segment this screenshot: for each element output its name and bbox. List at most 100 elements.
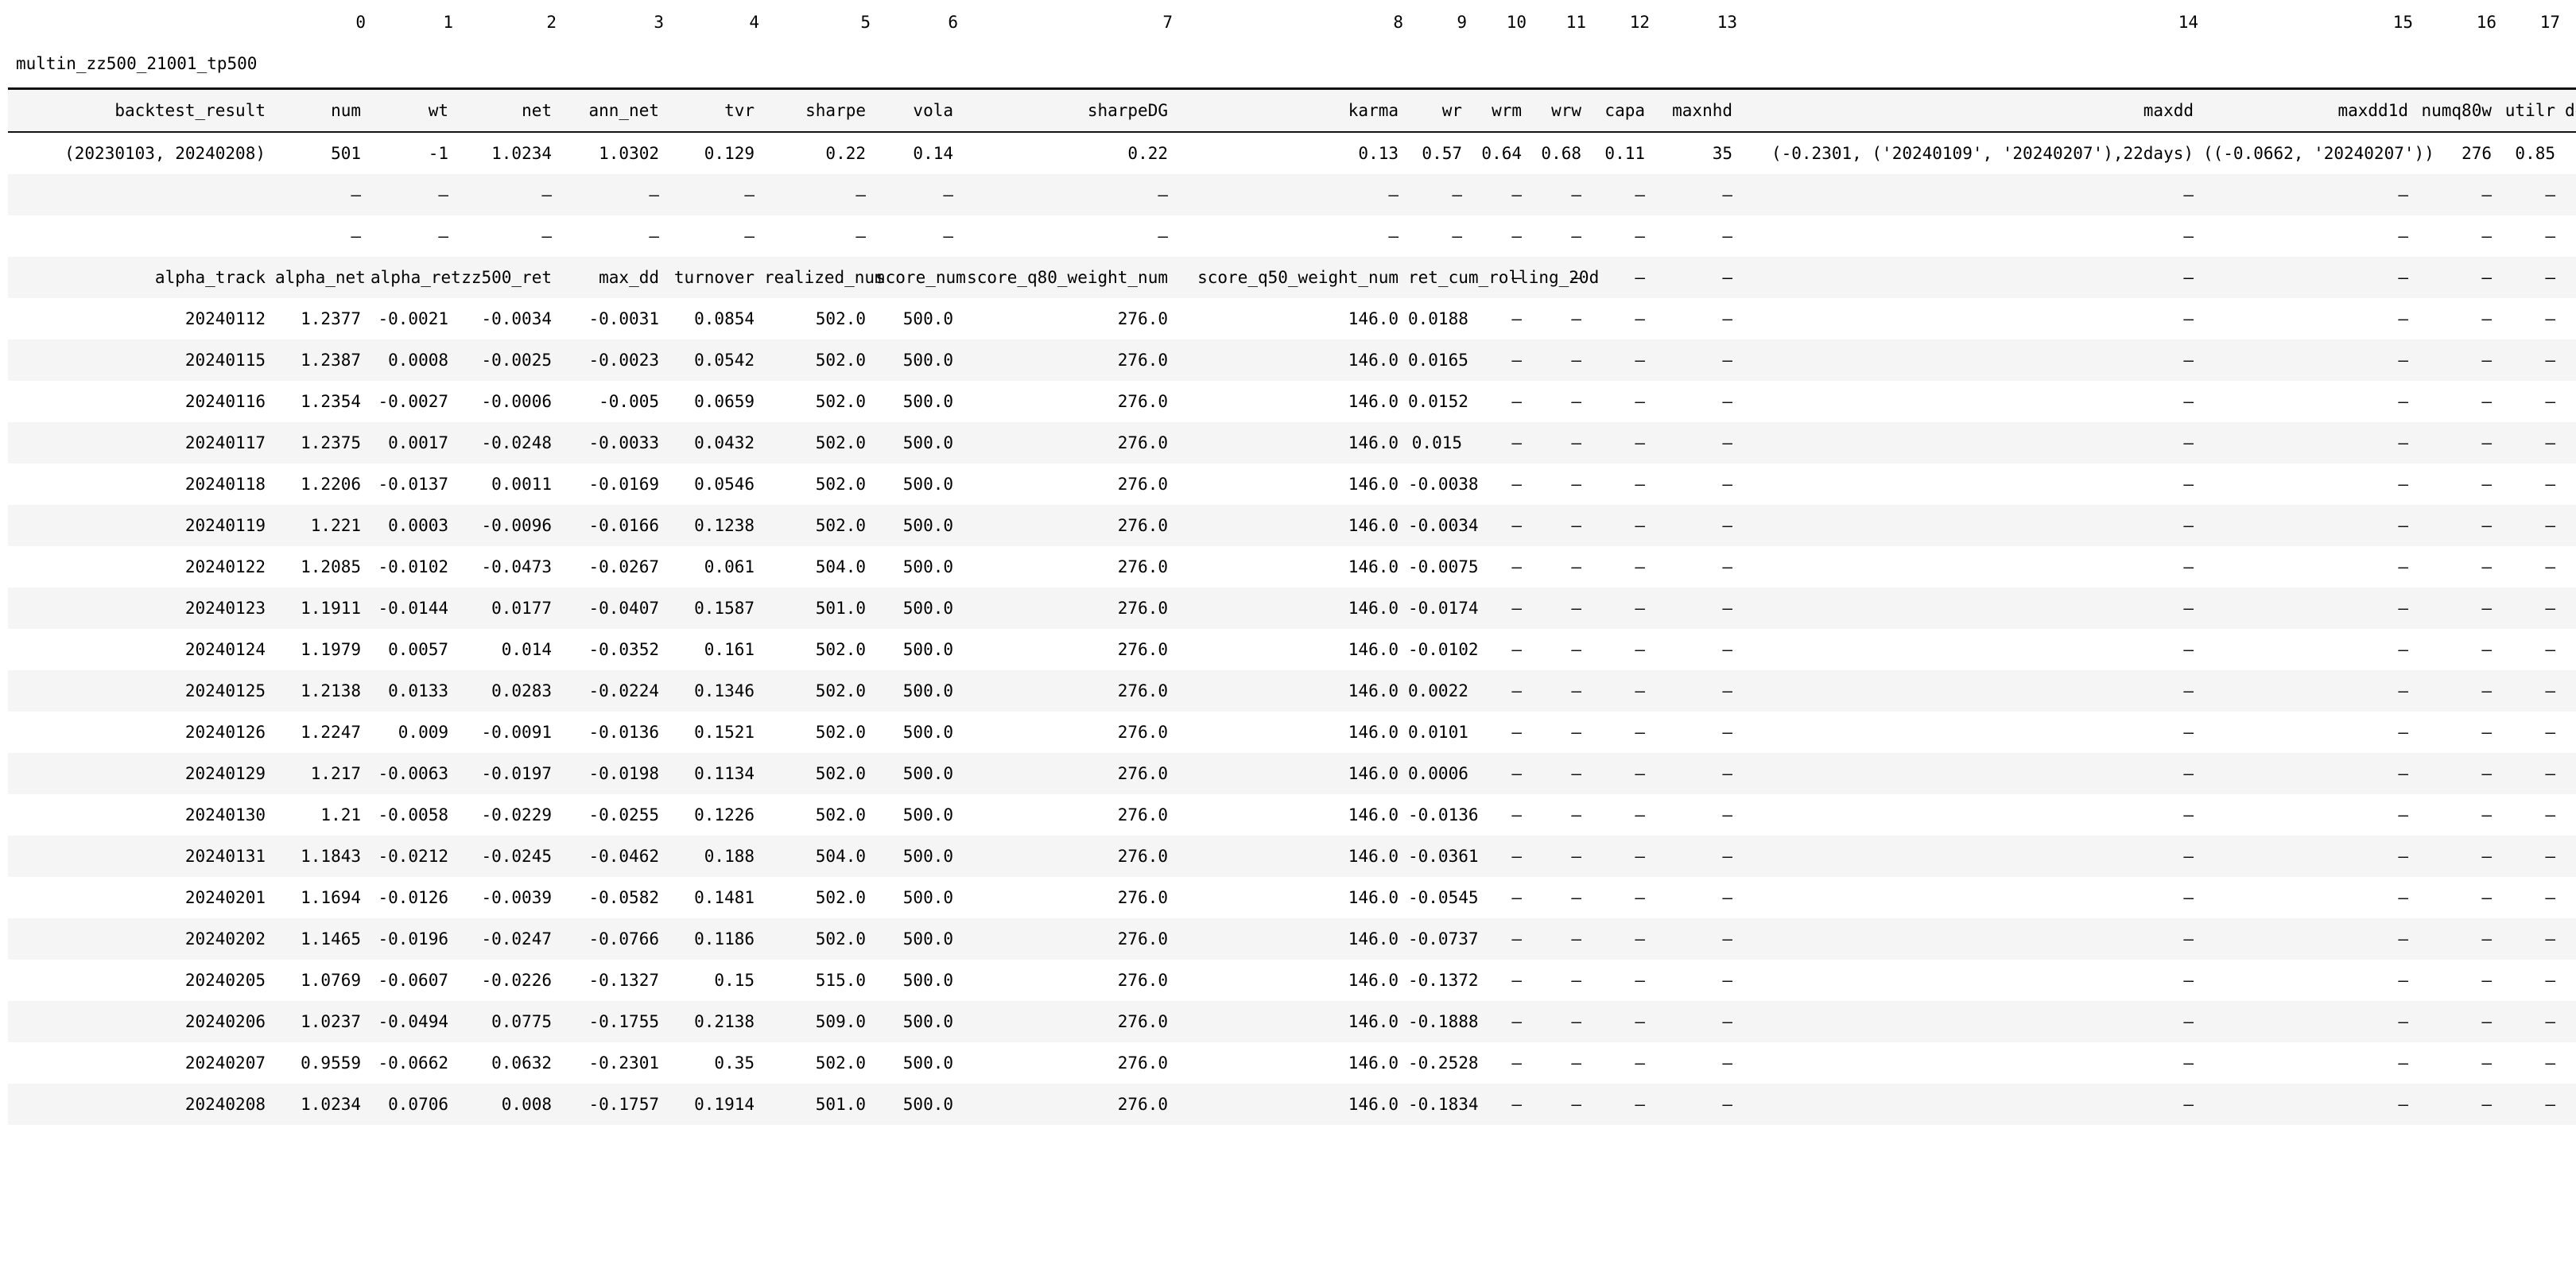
table-cell: — [2398, 764, 2408, 783]
table-cell: 276.0 [1117, 723, 1168, 742]
column-index-3: 3 [654, 13, 664, 32]
table-cell: 0.0057 [388, 640, 448, 659]
row-label [8, 174, 270, 215]
table-cell: 0.161 [704, 640, 755, 659]
table-cell: 0.13 [1358, 144, 1399, 163]
column-index-15: 15 [2392, 13, 2413, 32]
table-cell: 0.2138 [694, 1012, 755, 1031]
table-cell: — [2183, 599, 2194, 618]
column-header-delay: delay [2560, 87, 2576, 133]
table-cell: — [2560, 753, 2576, 794]
table-cell: — [2183, 227, 2194, 246]
table-cell: (-0.2301, ('20240109', '20240207'),22day… [1771, 144, 2194, 163]
table-row: 20240118 1.2206 -0.0137 0.0011 -0.0169 0.0546… [8, 464, 2576, 505]
table-cell: 0.008 [501, 1095, 552, 1114]
table-cell: — [1511, 640, 1522, 659]
table-cell: — [2183, 475, 2194, 494]
table-cell: — [2560, 918, 2576, 960]
table-cell: — [2398, 888, 2408, 907]
table-row: 20240131 1.1843 -0.0212 -0.0245 -0.0462 0.188… [8, 836, 2576, 877]
table-cell: 1.2375 [301, 433, 361, 452]
table-cell: — [1722, 681, 1732, 700]
table-cell: — [2183, 764, 2194, 783]
table-cell: — [2183, 1012, 2194, 1031]
table-cell: -0.0737 [1408, 929, 1479, 949]
column-index-0: 0 [355, 13, 366, 32]
table-cell: — [1511, 929, 1522, 949]
table-cell: — [2545, 516, 2555, 535]
table-cell: — [2481, 599, 2492, 618]
table-cell: 146.0 [1348, 1095, 1399, 1114]
table-cell: — [1571, 640, 1581, 659]
table-cell: -0.0196 [378, 929, 448, 949]
table-cell: -0.0229 [481, 805, 552, 824]
table-cell: 276.0 [1117, 971, 1168, 990]
table-cell: -0.0224 [588, 681, 659, 700]
table-cell: 502.0 [815, 723, 866, 742]
table-cell: — [2481, 1095, 2492, 1114]
table-cell: — [1635, 475, 1645, 494]
column-index-row: 01234567891011121314151617181920 [8, 0, 2576, 45]
table-header-row-primary: backtest_result num wt net ann_net tvr sharpe v… [8, 87, 2576, 133]
table-cell: -0.0255 [588, 805, 659, 824]
table-cell: 1.2387 [301, 351, 361, 370]
table-cell: — [541, 227, 552, 246]
table-cell: -0.0033 [588, 433, 659, 452]
table-cell: -0.0137 [378, 475, 448, 494]
table-cell: -0.0662 [378, 1053, 448, 1073]
table-row: 20240202 1.1465 -0.0196 -0.0247 -0.0766 0.118… [8, 918, 2576, 960]
table-cell: -0.0545 [1408, 888, 1479, 907]
table-cell: — [1635, 971, 1645, 990]
table-cell: — [2398, 971, 2408, 990]
row-label: 20240126 [184, 723, 266, 742]
column-header-net: net [453, 87, 557, 133]
table-cell: — [2398, 557, 2408, 576]
column-index-strip: 01234567891011121314151617181920 [8, 0, 2576, 45]
table-cell: — [1635, 1053, 1645, 1073]
table-cell: 502.0 [815, 351, 866, 370]
row-label: 20240205 [184, 971, 266, 990]
table-cell: 146.0 [1348, 723, 1399, 742]
table-row: 20240117 1.2375 0.0017 -0.0248 -0.0033 0.0432… [8, 422, 2576, 464]
table-cell: — [1722, 805, 1732, 824]
table-cell: — [2545, 309, 2555, 328]
row-label: 20240125 [184, 681, 266, 700]
table-cell: 0.0542 [694, 351, 755, 370]
column-header-utilr: utilr [2496, 87, 2560, 133]
row-label [8, 215, 270, 257]
table-cell: 0.009 [398, 723, 448, 742]
table-cell: 1.2085 [301, 557, 361, 576]
table-cell: — [1571, 433, 1581, 452]
table-cell: 146.0 [1348, 929, 1399, 949]
column-header-numq80w: numq80w [2413, 87, 2496, 133]
table-cell: 146.0 [1348, 1012, 1399, 1031]
table-cell: — [1571, 1053, 1581, 1073]
table-cell: — [2398, 723, 2408, 742]
table-row: 20240122 1.2085 -0.0102 -0.0473 -0.0267 0.061… [8, 546, 2576, 588]
table-cell: — [1511, 475, 1522, 494]
table-header-row-alpha-track: alpha_track alpha_net alpha_ret zz500_ret ma… [8, 257, 2576, 298]
table-cell: — [1511, 392, 1522, 411]
table-cell: — [351, 185, 361, 204]
table-cell: 276.0 [1117, 392, 1168, 411]
table-cell: — [1571, 351, 1581, 370]
table-cell: 0.0101 [1408, 723, 1468, 742]
table-cell: 0.014 [501, 640, 552, 659]
table-cell: — [744, 227, 755, 246]
table-row: 20240205 1.0769 -0.0607 -0.0226 -0.1327 0.15 5… [8, 960, 2576, 1001]
column-header-num: num [270, 87, 366, 133]
table-cell: — [2398, 805, 2408, 824]
table-cell: — [2481, 764, 2492, 783]
table-cell: -0.0407 [588, 599, 659, 618]
table-cell: 146.0 [1348, 309, 1399, 328]
table-cell: — [1722, 847, 1732, 866]
table-cell: — [2183, 888, 2194, 907]
table-cell: 276.0 [1117, 309, 1168, 328]
column-index-17: 17 [2539, 13, 2560, 32]
table-cell: — [1722, 1053, 1732, 1073]
table-cell: 500.0 [902, 723, 953, 742]
table-cell: — [2481, 309, 2492, 328]
table-cell: 146.0 [1348, 764, 1399, 783]
table-cell: 515.0 [815, 971, 866, 990]
table-cell: -0.0212 [378, 847, 448, 866]
